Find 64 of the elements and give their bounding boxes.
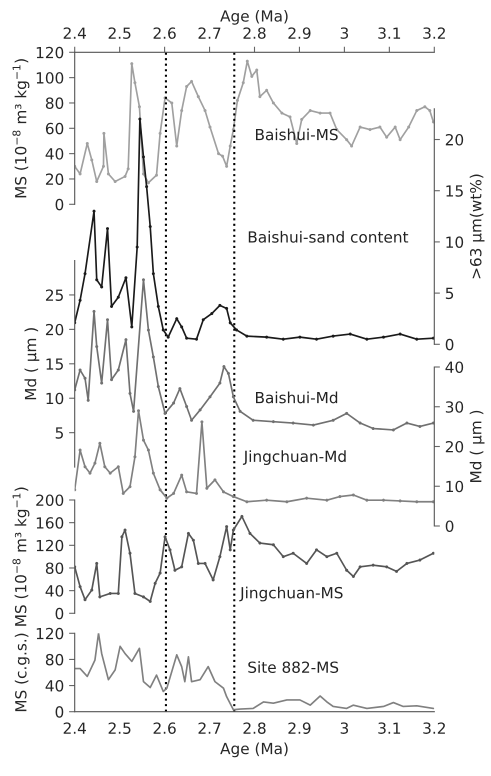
y-tick-label: 20 [46,173,64,185]
y-tick-label: 200 [36,494,64,506]
text: Baishui-sand content [248,230,408,243]
x-tick-label: 3 [340,722,348,734]
y-tick-label: 80 [46,97,64,109]
x2-tick-label: 2.4 [64,27,86,39]
x2-tick-label: 3 [340,27,348,39]
y-tick-label: 40 [46,680,64,692]
y-tick-label: 100 [36,72,64,84]
y-tick-label: 40 [46,148,64,160]
y2-tick-label: 15 [446,185,463,197]
x2-tick-label: 3.2 [423,27,445,39]
y-axis-title: MS (10$^{−8}$ m³ kg$^{−1}$) [12,488,30,626]
y2-axis-title: >63 μm(wt%) [470,174,484,278]
y-axis-title: MS (c.g.s.) [14,634,30,712]
y-axis-title: MS (10$^{−8}$ m³ kg$^{−1}$) [12,59,30,198]
series-label: Baishui-Md [256,392,338,404]
y-tick-label: 120 [36,540,64,552]
y2-tick-label: 40 [445,361,464,374]
y-tick-label: 0 [56,198,64,210]
series-label: Jingchuan-Md [242,450,346,466]
y2-tick-label: 10 [446,236,464,248]
x-tick-label: 2.4 [64,722,86,734]
x-tick-label: 2.6 [154,722,176,734]
y-tick-label: 120 [36,46,64,58]
x-axis-title: Age (Ma) [220,742,288,758]
y-tick-label: 160 [36,517,64,529]
y-tick-label: 20 [46,324,64,336]
x-tick-label: 2.8 [243,722,266,734]
y2-axis-title: Md ( μm ) [470,410,484,482]
x2-tick-label: 3.1 [378,27,400,39]
x2-tick-label: 2.6 [154,27,176,39]
y2-tick-label: 10 [446,480,464,492]
series-label: Jingchuan-MS [239,586,343,602]
x-tick-label: 3.2 [423,722,445,734]
y2-tick-label: 5 [446,288,454,300]
y-tick-label: 15 [46,358,63,370]
y-tick-label: 10 [46,392,64,404]
y-tick-label: 80 [46,654,64,666]
y-tick-label: 5 [56,427,63,439]
y2-tick-label: 30 [446,401,464,413]
y2-tick-label: 20 [446,134,464,146]
y-tick-label: 60 [46,122,64,134]
y-tick-label: 0 [56,608,64,620]
x2-axis-title: Age (Ma) [220,10,288,25]
x-tick-label: 2.7 [198,722,220,734]
x2-tick-label: 2.5 [108,27,130,39]
y-tick-label: 120 [36,628,64,640]
series-label: Baishui-MS [256,128,338,140]
y2-tick-label: 0 [446,338,454,350]
x2-tick-label: 2.9 [288,27,311,39]
y-tick-label: 80 [46,562,64,574]
x2-tick-label: 2.8 [243,27,266,39]
x-tick-label: 2.5 [108,722,130,734]
series-label: Site 882-MS [248,661,338,674]
y-tick-label: 25 [46,289,63,301]
x-tick-label: 3.1 [378,722,400,734]
x2-tick-label: 2.7 [198,27,220,39]
y2-tick-label: 0 [446,520,454,532]
x-tick-label: 2.9 [288,722,311,734]
y-axis-title: Md ( μm ) [24,328,40,400]
y-tick-label: 40 [46,585,64,597]
y2-tick-label: 20 [446,440,464,453]
y-tick-label: 0 [56,706,64,718]
